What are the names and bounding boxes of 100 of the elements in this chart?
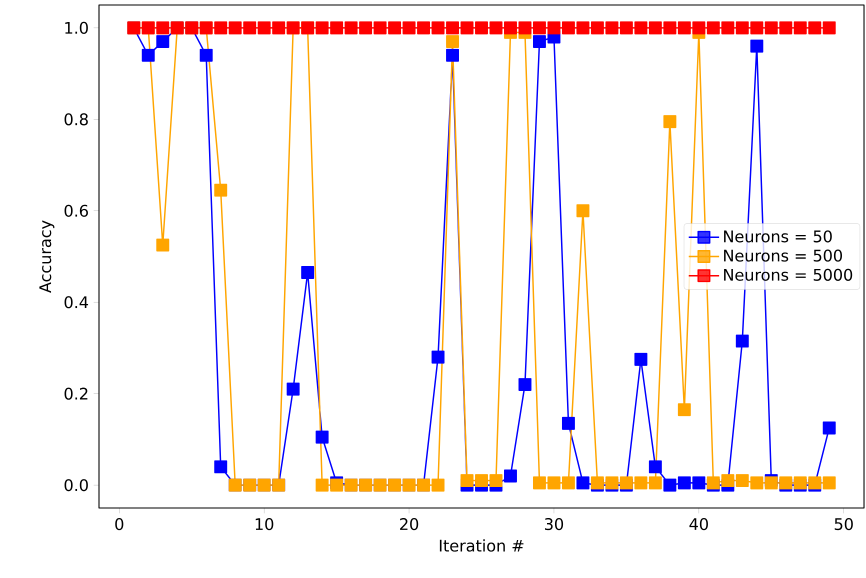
point <box>678 403 691 416</box>
point <box>490 474 502 488</box>
point <box>316 430 329 444</box>
point <box>504 21 517 34</box>
point <box>417 21 430 34</box>
point <box>301 266 314 279</box>
point <box>460 474 474 488</box>
point <box>518 378 532 391</box>
point <box>822 422 836 434</box>
point <box>736 334 749 348</box>
y-tick-label: 0.2 <box>64 388 88 400</box>
point <box>490 21 502 34</box>
point <box>432 350 445 364</box>
point <box>142 48 155 62</box>
point <box>721 474 734 488</box>
point <box>822 476 836 490</box>
point <box>460 21 474 34</box>
point <box>228 21 242 34</box>
point <box>156 238 170 252</box>
x-tick-label: 50 <box>834 518 853 530</box>
point <box>634 21 648 34</box>
point <box>475 21 488 34</box>
point <box>156 21 170 34</box>
point <box>678 476 691 490</box>
point <box>794 476 807 490</box>
point <box>200 48 213 62</box>
point <box>562 416 575 430</box>
x-axis-title: Iteration # <box>440 539 524 552</box>
point <box>330 21 344 34</box>
point <box>547 21 560 34</box>
x-tick-label: 20 <box>400 518 418 530</box>
point <box>316 21 329 34</box>
point <box>706 21 720 34</box>
point <box>721 21 734 34</box>
point <box>779 21 792 34</box>
point <box>576 204 590 218</box>
point <box>663 478 676 492</box>
point <box>446 21 459 34</box>
point <box>692 21 706 34</box>
point <box>316 478 329 492</box>
point <box>446 48 459 62</box>
point <box>590 476 604 490</box>
point <box>359 21 372 34</box>
y-axis-title: Accuracy <box>39 220 54 293</box>
point <box>808 476 822 490</box>
point <box>590 21 604 34</box>
point <box>663 21 676 34</box>
point <box>620 476 633 490</box>
point <box>808 21 822 34</box>
point <box>692 476 706 490</box>
y-tick-label: 1.0 <box>65 22 88 34</box>
point <box>576 21 590 34</box>
point <box>764 21 778 34</box>
point <box>620 21 633 34</box>
legend-label: Neurons = 50 <box>724 230 832 242</box>
y-tick-label: 0.8 <box>64 113 88 126</box>
point <box>432 478 445 492</box>
point <box>532 476 546 490</box>
point <box>214 21 228 34</box>
point <box>779 476 792 490</box>
point <box>286 382 300 396</box>
point <box>156 35 170 48</box>
point <box>634 476 648 490</box>
x-tick-label: 40 <box>689 518 708 530</box>
point <box>663 115 676 128</box>
legend-label: Neurons = 5000 <box>724 268 852 281</box>
point <box>794 21 807 34</box>
point <box>402 21 416 34</box>
point <box>562 21 575 34</box>
point <box>243 21 256 34</box>
point <box>214 184 228 197</box>
x-tick-label: 0 <box>115 518 124 530</box>
point <box>532 21 546 34</box>
point <box>750 21 764 34</box>
legend-label: Neurons = 500 <box>724 250 842 262</box>
point <box>605 476 618 490</box>
point <box>678 21 691 34</box>
x-tick-label: 10 <box>256 518 274 530</box>
point <box>736 21 749 34</box>
point <box>432 21 445 34</box>
point <box>706 476 720 490</box>
point <box>374 21 387 34</box>
point <box>648 460 662 474</box>
point <box>547 476 560 490</box>
point <box>562 476 575 490</box>
point <box>634 352 648 366</box>
point <box>648 21 662 34</box>
y-tick-label: 0.0 <box>64 479 88 492</box>
point <box>750 40 764 53</box>
point <box>532 35 546 48</box>
point <box>272 21 286 34</box>
point <box>648 476 662 490</box>
point <box>518 21 532 34</box>
point <box>736 474 749 488</box>
point <box>504 470 517 482</box>
point <box>344 21 358 34</box>
point <box>330 478 344 492</box>
point <box>214 460 228 474</box>
x-tick-label: 30 <box>544 518 564 530</box>
point <box>605 21 618 34</box>
